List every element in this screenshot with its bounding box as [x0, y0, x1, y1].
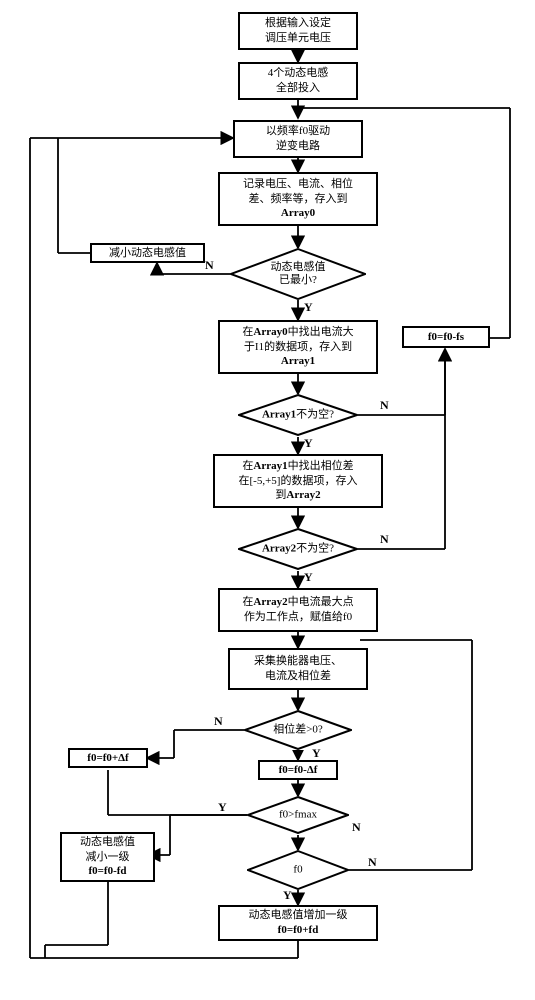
node-drive-f0: 以频率f0驱动逆变电路 [233, 120, 363, 158]
decision-f0-lt-fmin: f0 [247, 850, 349, 890]
node-label: Array1不为空? [238, 408, 358, 421]
node-label: f0>fmax [247, 808, 349, 821]
label-no: N [205, 258, 214, 273]
node-f0-minus-fs: f0=f0-fs [402, 326, 490, 348]
decision-phase-positive: 相位差>0? [244, 710, 352, 750]
node-label: 以频率f0驱动逆变电路 [266, 124, 330, 154]
decision-array1-nonempty: Array1不为空? [238, 394, 358, 436]
node-label: 相位差>0? [244, 723, 352, 736]
node-label: 根据输入设定调压单元电压 [265, 16, 331, 46]
node-filter-phase: 在Array1中找出相位差在[-5,+5]的数据项，存入到Array2 [213, 454, 383, 508]
node-label: 记录电压、电流、相位差、频率等，存入到Array0 [243, 177, 353, 222]
node-label: 采集换能器电压、电流及相位差 [254, 654, 342, 684]
label-yes: Y [218, 800, 227, 815]
node-label: 动态电感值增加一级f0=f0+fd [249, 908, 348, 938]
node-label: 在Array0中找出电流大于I1的数据项，存入到Array1 [242, 325, 353, 370]
node-label: f0=f0-fs [428, 330, 464, 345]
node-inc-level-fd: 动态电感值增加一级f0=f0+fd [218, 905, 378, 941]
node-record-array0: 记录电压、电流、相位差、频率等，存入到Array0 [218, 172, 378, 226]
node-label: 4个动态电感全部投入 [268, 66, 329, 96]
node-pick-max-current: 在Array2中电流最大点作为工作点，赋值给f0 [218, 588, 378, 632]
node-label: 在Array2中电流最大点作为工作点，赋值给f0 [242, 595, 353, 625]
node-label: f0=f0+Δf [87, 751, 128, 766]
node-label: f0=f0-Δf [279, 763, 318, 778]
node-label: 动态电感值已最小? [230, 261, 366, 287]
label-yes: Y [304, 436, 313, 451]
label-yes: Y [283, 888, 292, 903]
node-f0-plus-df: f0=f0+Δf [68, 748, 148, 768]
label-no: N [380, 398, 389, 413]
node-decrease-inductor: 减小动态电感值 [90, 243, 205, 263]
label-yes: Y [304, 300, 313, 315]
label-no: N [380, 532, 389, 547]
node-set-voltage: 根据输入设定调压单元电压 [238, 12, 358, 50]
node-label: Array2不为空? [238, 542, 358, 555]
node-label: 在Array1中找出相位差在[-5,+5]的数据项，存入到Array2 [239, 459, 358, 504]
node-sample-transducer: 采集换能器电压、电流及相位差 [228, 648, 368, 690]
node-all-inductors: 4个动态电感全部投入 [238, 62, 358, 100]
label-yes: Y [312, 746, 321, 761]
node-label: 动态电感值减小一级f0=f0-fd [80, 835, 135, 880]
decision-min-inductor: 动态电感值已最小? [230, 248, 366, 300]
decision-f0-gt-fmax: f0>fmax [247, 796, 349, 834]
node-dec-level-fd: 动态电感值减小一级f0=f0-fd [60, 832, 155, 882]
label-no: N [214, 714, 223, 729]
label-yes: Y [304, 570, 313, 585]
label-no: N [368, 855, 377, 870]
decision-array2-nonempty: Array2不为空? [238, 528, 358, 570]
label-no: N [352, 820, 361, 835]
node-f0-minus-df: f0=f0-Δf [258, 760, 338, 780]
node-label: 减小动态电感值 [109, 246, 186, 261]
node-label: f0 [247, 863, 349, 876]
node-filter-i1: 在Array0中找出电流大于I1的数据项，存入到Array1 [218, 320, 378, 374]
